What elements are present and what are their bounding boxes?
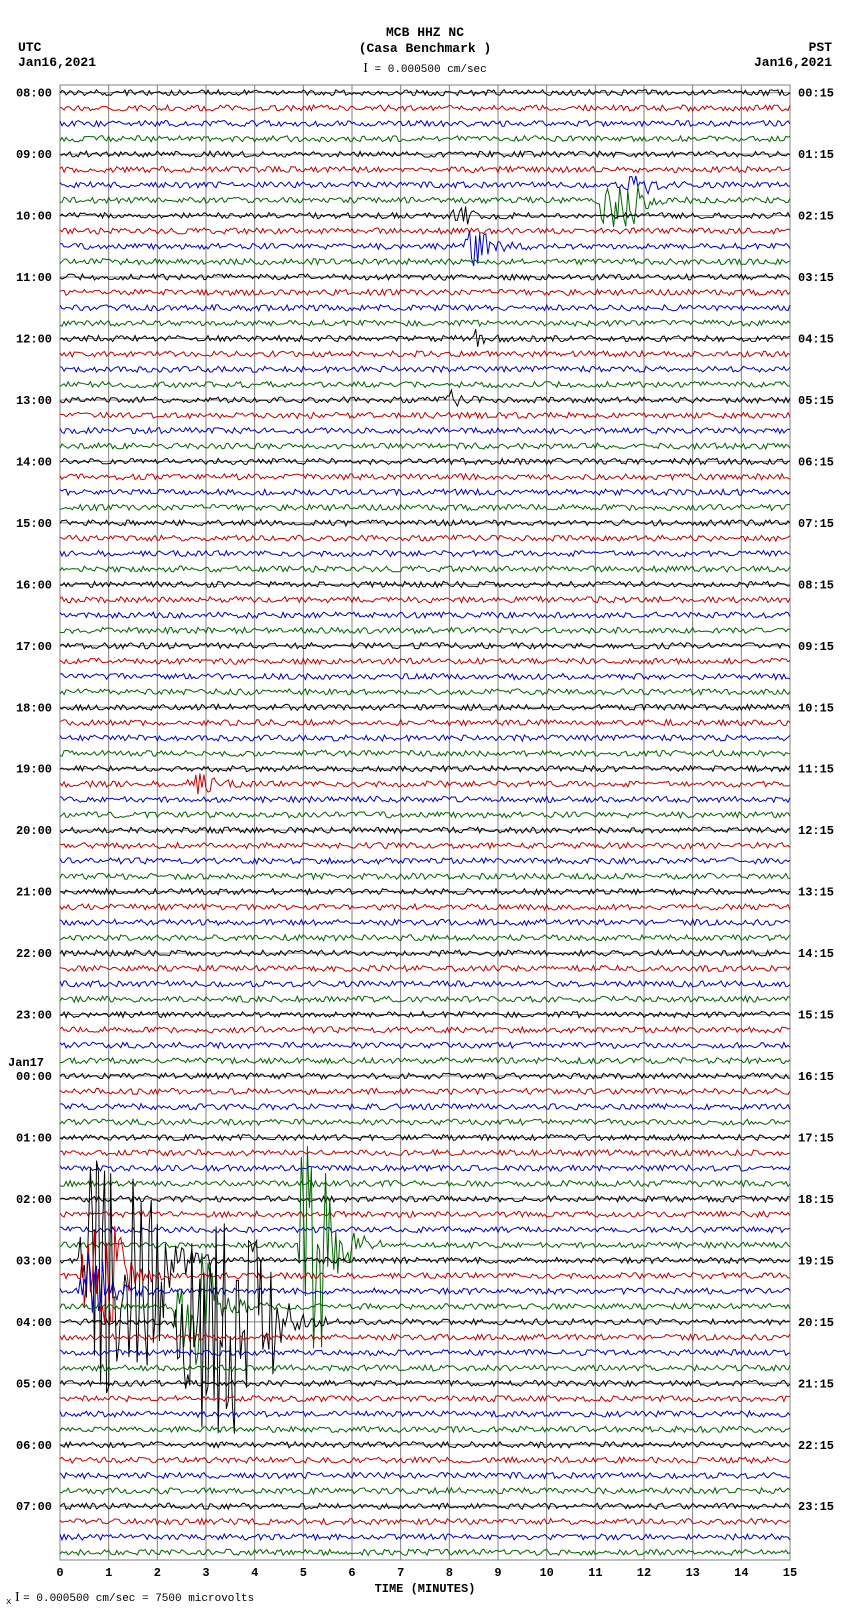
svg-text:16:15: 16:15 (798, 1070, 834, 1084)
svg-text:5: 5 (300, 1566, 307, 1580)
svg-text:TIME (MINUTES): TIME (MINUTES) (375, 1582, 476, 1596)
svg-text:02:15: 02:15 (798, 210, 834, 224)
svg-text:11:15: 11:15 (798, 763, 834, 777)
svg-text:16:00: 16:00 (16, 578, 52, 592)
svg-text:15: 15 (783, 1566, 797, 1580)
svg-text:13:00: 13:00 (16, 394, 52, 408)
svg-text:12:00: 12:00 (16, 333, 52, 347)
page-container: MCB HHZ NC (Casa Benchmark ) I = 0.00050… (0, 0, 850, 1613)
svg-text:11:00: 11:00 (16, 271, 52, 285)
svg-text:14:15: 14:15 (798, 947, 834, 961)
svg-text:23:00: 23:00 (16, 1009, 52, 1023)
seismogram-plot: 0123456789101112131415TIME (MINUTES)08:0… (0, 0, 850, 1613)
svg-text:08:15: 08:15 (798, 578, 834, 592)
svg-text:7: 7 (397, 1566, 404, 1580)
svg-text:07:15: 07:15 (798, 517, 834, 531)
svg-text:19:15: 19:15 (798, 1254, 834, 1268)
svg-text:12: 12 (637, 1566, 651, 1580)
svg-text:10:15: 10:15 (798, 701, 834, 715)
svg-text:11: 11 (588, 1566, 602, 1580)
svg-text:14: 14 (734, 1566, 748, 1580)
svg-text:21:15: 21:15 (798, 1377, 834, 1391)
svg-text:Jan17: Jan17 (8, 1056, 44, 1070)
svg-text:17:15: 17:15 (798, 1131, 834, 1145)
svg-text:06:00: 06:00 (16, 1439, 52, 1453)
svg-text:02:00: 02:00 (16, 1193, 52, 1207)
footer-text: = 0.000500 cm/sec = 7500 microvolts (23, 1593, 254, 1605)
svg-text:15:15: 15:15 (798, 1009, 834, 1023)
svg-text:14:00: 14:00 (16, 455, 52, 469)
svg-text:22:15: 22:15 (798, 1439, 834, 1453)
svg-text:01:00: 01:00 (16, 1131, 52, 1145)
svg-text:12:15: 12:15 (798, 824, 834, 838)
svg-text:4: 4 (251, 1566, 258, 1580)
svg-text:01:15: 01:15 (798, 148, 834, 162)
svg-text:04:00: 04:00 (16, 1316, 52, 1330)
footer-note: x I = 0.000500 cm/sec = 7500 microvolts (6, 1590, 254, 1607)
svg-text:00:15: 00:15 (798, 87, 834, 101)
svg-text:05:00: 05:00 (16, 1377, 52, 1391)
svg-text:1: 1 (105, 1566, 112, 1580)
svg-text:21:00: 21:00 (16, 886, 52, 900)
svg-text:10:00: 10:00 (16, 210, 52, 224)
svg-text:03:15: 03:15 (798, 271, 834, 285)
svg-text:07:00: 07:00 (16, 1500, 52, 1514)
svg-text:20:15: 20:15 (798, 1316, 834, 1330)
svg-text:13:15: 13:15 (798, 886, 834, 900)
svg-text:15:00: 15:00 (16, 517, 52, 531)
svg-text:13: 13 (685, 1566, 699, 1580)
svg-text:18:00: 18:00 (16, 701, 52, 715)
svg-text:23:15: 23:15 (798, 1500, 834, 1514)
svg-text:2: 2 (154, 1566, 161, 1580)
svg-text:05:15: 05:15 (798, 394, 834, 408)
svg-text:22:00: 22:00 (16, 947, 52, 961)
svg-text:18:15: 18:15 (798, 1193, 834, 1207)
svg-text:17:00: 17:00 (16, 640, 52, 654)
svg-text:09:15: 09:15 (798, 640, 834, 654)
svg-text:09:00: 09:00 (16, 148, 52, 162)
svg-text:8: 8 (446, 1566, 453, 1580)
svg-text:9: 9 (494, 1566, 501, 1580)
svg-text:0: 0 (56, 1566, 63, 1580)
svg-text:00:00: 00:00 (16, 1070, 52, 1084)
svg-text:04:15: 04:15 (798, 333, 834, 347)
svg-text:3: 3 (202, 1566, 209, 1580)
svg-text:08:00: 08:00 (16, 87, 52, 101)
svg-text:06:15: 06:15 (798, 455, 834, 469)
svg-text:03:00: 03:00 (16, 1254, 52, 1268)
svg-text:19:00: 19:00 (16, 763, 52, 777)
svg-text:10: 10 (539, 1566, 553, 1580)
svg-text:20:00: 20:00 (16, 824, 52, 838)
svg-text:6: 6 (348, 1566, 355, 1580)
